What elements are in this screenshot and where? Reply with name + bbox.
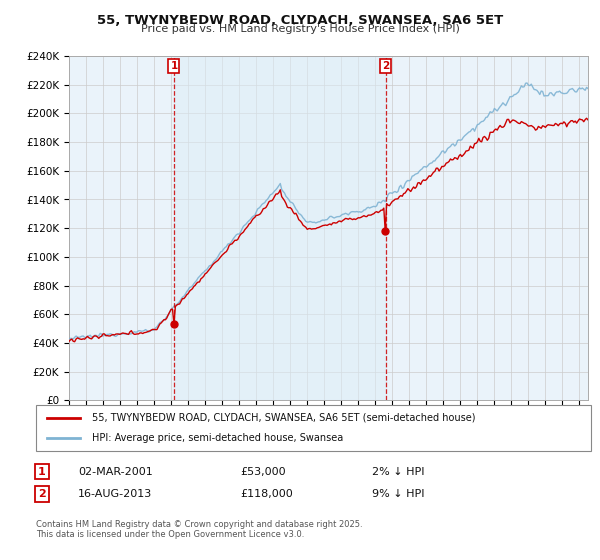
Text: £118,000: £118,000 <box>240 489 293 499</box>
Text: 55, TWYNYBEDW ROAD, CLYDACH, SWANSEA, SA6 5ET (semi-detached house): 55, TWYNYBEDW ROAD, CLYDACH, SWANSEA, SA… <box>92 413 475 423</box>
Text: HPI: Average price, semi-detached house, Swansea: HPI: Average price, semi-detached house,… <box>92 433 343 443</box>
Text: £53,000: £53,000 <box>240 466 286 477</box>
Text: 2: 2 <box>38 489 46 499</box>
Bar <box>174 56 386 400</box>
Text: 55, TWYNYBEDW ROAD, CLYDACH, SWANSEA, SA6 5ET: 55, TWYNYBEDW ROAD, CLYDACH, SWANSEA, SA… <box>97 14 503 27</box>
Text: 1: 1 <box>38 466 46 477</box>
Text: 1: 1 <box>170 61 178 71</box>
Text: 2% ↓ HPI: 2% ↓ HPI <box>372 466 425 477</box>
Text: 2: 2 <box>382 61 389 71</box>
Text: 02-MAR-2001: 02-MAR-2001 <box>78 466 153 477</box>
Text: 16-AUG-2013: 16-AUG-2013 <box>78 489 152 499</box>
Text: Price paid vs. HM Land Registry's House Price Index (HPI): Price paid vs. HM Land Registry's House … <box>140 24 460 34</box>
FancyBboxPatch shape <box>36 405 591 451</box>
Text: 9% ↓ HPI: 9% ↓ HPI <box>372 489 425 499</box>
Text: Contains HM Land Registry data © Crown copyright and database right 2025.
This d: Contains HM Land Registry data © Crown c… <box>36 520 362 539</box>
